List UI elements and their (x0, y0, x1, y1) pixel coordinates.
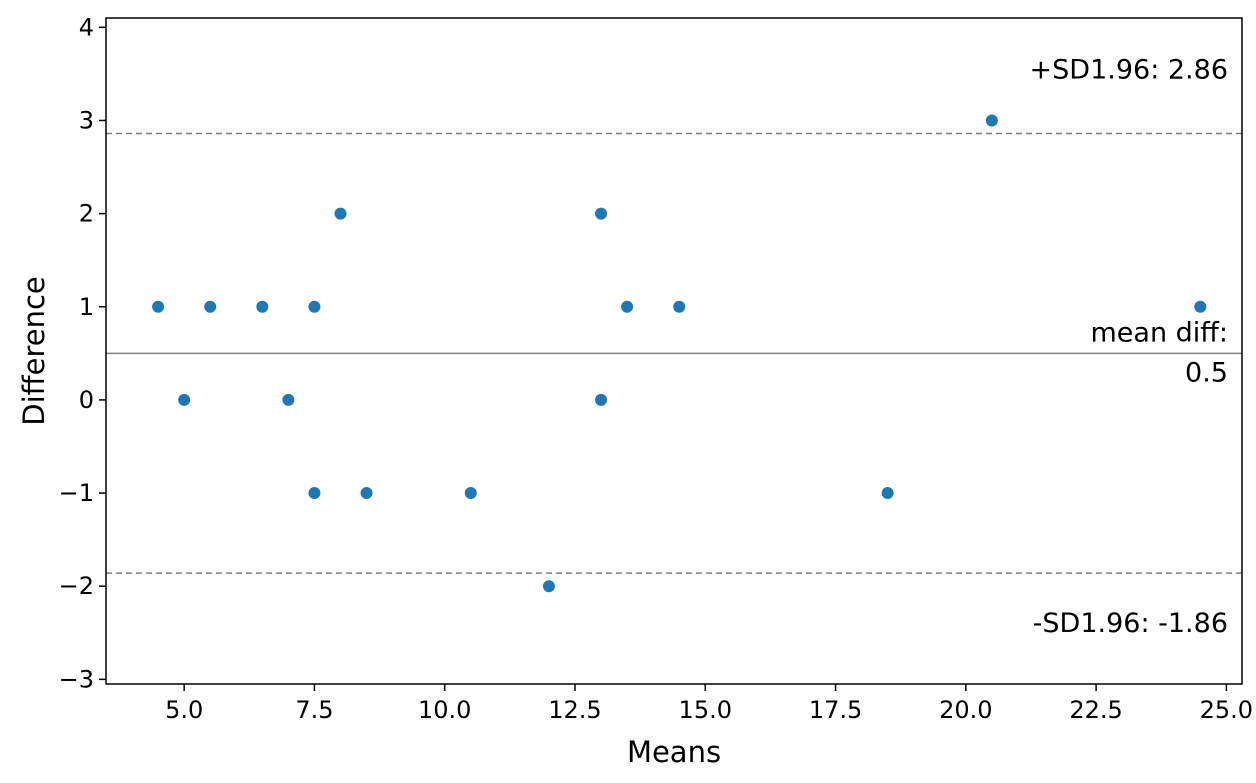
data-point (255, 299, 270, 314)
x-tick-label: 12.5 (548, 696, 601, 724)
data-point (984, 113, 999, 128)
data-point (541, 579, 556, 594)
data-point (307, 486, 322, 501)
mean-diff-annotation-value: 0.5 (1185, 357, 1228, 388)
plot-frame (105, 17, 1243, 685)
y-tick-label: 2 (79, 200, 94, 228)
data-point (594, 392, 609, 407)
data-point (880, 486, 895, 501)
mean-diff-annotation-label: mean diff: (1091, 317, 1229, 348)
y-tick-label: 3 (79, 106, 94, 134)
y-tick-label: 1 (79, 293, 94, 321)
x-tick-label: 15.0 (679, 696, 732, 724)
data-point (359, 486, 374, 501)
data-point (594, 206, 609, 221)
axis-ticks: 5.0 7.5 10.0 12.5 15.0 17.5 20.0 22.5 25.0 −3 −2 −1… (59, 13, 1253, 724)
x-tick-label: 25.0 (1200, 696, 1253, 724)
x-tick-label: 17.5 (809, 696, 862, 724)
x-tick-label: 5.0 (165, 696, 203, 724)
data-point (333, 206, 348, 221)
x-tick-label: 10.0 (418, 696, 471, 724)
upper-limit-annotation: +SD1.96: 2.86 (1030, 55, 1228, 86)
data-point (307, 299, 322, 314)
data-point (203, 299, 218, 314)
data-point (620, 299, 635, 314)
data-point (463, 486, 478, 501)
data-point (177, 392, 192, 407)
y-axis-label: Difference (17, 276, 51, 426)
y-tick-label: 4 (79, 13, 94, 41)
y-tick-label: 0 (79, 386, 94, 414)
data-points (151, 113, 1208, 594)
data-point (1193, 299, 1208, 314)
y-tick-label: −1 (59, 479, 94, 507)
lower-limit-annotation: -SD1.96: -1.86 (1033, 608, 1228, 639)
data-point (672, 299, 687, 314)
y-tick-label: −2 (59, 572, 94, 600)
x-tick-label: 22.5 (1069, 696, 1122, 724)
data-point (281, 392, 296, 407)
x-axis-label: Means (627, 735, 721, 769)
plot-area (106, 132, 1242, 574)
data-point (151, 299, 166, 314)
x-tick-label: 7.5 (295, 696, 333, 724)
y-tick-label: −3 (59, 665, 94, 693)
x-tick-label: 20.0 (939, 696, 992, 724)
